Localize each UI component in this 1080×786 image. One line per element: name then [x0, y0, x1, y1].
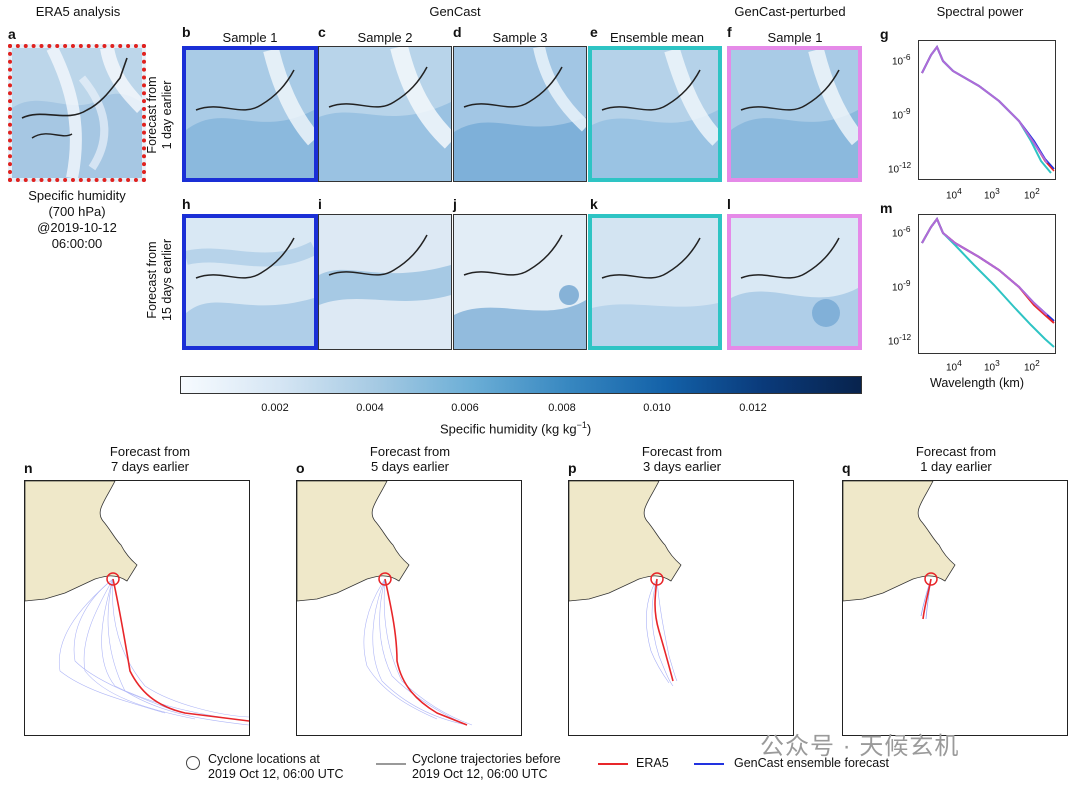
map-f: [727, 46, 862, 182]
panel-label-f: f: [727, 24, 732, 40]
era5-caption-line2: (700 hPa): [48, 204, 106, 219]
era5-map: [8, 44, 146, 182]
cyclone-title-p: Forecast from 3 days earlier: [641, 444, 723, 474]
legend-gencast: GenCast ensemble forecast: [734, 756, 889, 770]
panel-label-j: j: [453, 196, 457, 212]
map-h: [182, 214, 318, 350]
panel-label-l: l: [727, 196, 731, 212]
legend-era5: ERA5: [636, 756, 669, 770]
panel-label-i: i: [318, 196, 322, 212]
panel-label-n: n: [24, 460, 33, 476]
spec-m-xtick-1: 104: [946, 358, 962, 374]
spec-g-ytick-2: 10-9: [892, 106, 911, 122]
colorbar-label: Specific humidity (kg kg−1): [440, 420, 592, 437]
era5-track-n: [112, 578, 249, 722]
legend-gencast-line: [694, 763, 724, 765]
legend-trajectory-line: [376, 763, 406, 765]
colorbar-tick-6: 0.012: [739, 402, 767, 414]
cyclone-title-o: Forecast from 5 days earlier: [369, 444, 451, 474]
map-b: [182, 46, 318, 182]
col-title-sample1: Sample 1: [222, 30, 278, 45]
row-label-2: Forecast from 15 days earlier: [145, 215, 175, 345]
watermark: 公众号 · 天候玄机: [760, 733, 960, 760]
header-gencast: GenCast: [429, 4, 481, 19]
col-title-perturbed-sample1: Sample 1: [767, 30, 823, 45]
legend-era5-line: [598, 763, 628, 765]
panel-label-m: m: [880, 200, 893, 216]
header-perturbed: GenCast-perturbed: [734, 4, 846, 19]
spec-m-ytick-1: 10-6: [892, 224, 911, 240]
cyclone-title-n: Forecast from 7 days earlier: [109, 444, 191, 474]
panel-label-g: g: [880, 26, 889, 42]
row-label-1-line2: 1 day earlier: [160, 80, 174, 150]
colorbar-tick-3: 0.006: [451, 402, 479, 414]
colorbar-tick-5: 0.010: [643, 402, 671, 414]
spec-m-ytick-3: 10-12: [888, 332, 912, 348]
row-label-1: Forecast from 1 day earlier: [145, 50, 175, 180]
spectral-plot-m: [918, 214, 1056, 354]
colorbar: [180, 376, 862, 394]
map-l: [727, 214, 862, 350]
legend-locations: Cyclone locations at 2019 Oct 12, 06:00 U…: [208, 752, 344, 781]
spec-g-xtick-1: 104: [946, 186, 962, 202]
map-j: [453, 214, 587, 350]
era5-caption-line1: Specific humidity: [28, 188, 126, 203]
cyclone-map-o: [296, 480, 522, 736]
spec-g-ytick-3: 10-12: [888, 160, 912, 176]
map-d: [453, 46, 587, 182]
row-label-1-line1: Forecast from: [145, 76, 159, 154]
panel-label-a: a: [8, 26, 16, 42]
colorbar-tick-2: 0.004: [356, 402, 384, 414]
map-e: [588, 46, 722, 182]
era5-caption-line3: @2019-10-12: [37, 220, 117, 235]
coastline: [21, 57, 128, 119]
spec-m-ytick-2: 10-9: [892, 278, 911, 294]
spec-m-xtick-2: 103: [984, 358, 1000, 374]
spectral-xlabel: Wavelength (km): [930, 376, 1025, 390]
spec-g-xtick-3: 102: [1024, 186, 1040, 202]
spec-g-xtick-2: 103: [984, 186, 1000, 202]
header-era5: ERA5 analysis: [35, 4, 121, 19]
spec-m-xtick-3: 102: [1024, 358, 1040, 374]
panel-label-e: e: [590, 24, 598, 40]
panel-label-b: b: [182, 24, 191, 40]
spectrum-purple: [921, 45, 1048, 164]
colorbar-tick-4: 0.008: [548, 402, 576, 414]
cyclone-map-n: [24, 480, 250, 736]
panel-label-h: h: [182, 196, 191, 212]
row-label-2-line1: Forecast from: [145, 241, 159, 319]
spectral-plot-g: [918, 40, 1056, 180]
era5-caption: Specific humidity (700 hPa) @2019-10-12 …: [8, 188, 146, 252]
row-label-2-line2: 15 days earlier: [160, 239, 174, 321]
map-c: [318, 46, 452, 182]
col-title-sample2: Sample 2: [357, 30, 413, 45]
panel-label-d: d: [453, 24, 462, 40]
panel-label-k: k: [590, 196, 598, 212]
panel-label-p: p: [568, 460, 577, 476]
panel-label-o: o: [296, 460, 305, 476]
col-title-sample3: Sample 3: [492, 30, 548, 45]
map-k: [588, 214, 722, 350]
header-spectral: Spectral power: [936, 4, 1024, 19]
spec-g-ytick-1: 10-6: [892, 52, 911, 68]
legend-trajectories: Cyclone trajectories before 2019 Oct 12, …: [412, 752, 561, 781]
legend-circle-marker: [186, 756, 200, 770]
panel-label-q: q: [842, 460, 851, 476]
col-title-ensemble-mean: Ensemble mean: [610, 30, 704, 45]
colorbar-tick-1: 0.002: [261, 402, 289, 414]
cyclone-map-p: [568, 480, 794, 736]
cyclone-map-q: [842, 480, 1068, 736]
panel-label-c: c: [318, 24, 326, 40]
map-i: [318, 214, 452, 350]
cyclone-title-q: Forecast from 1 day earlier: [915, 444, 997, 474]
era5-caption-line4: 06:00:00: [51, 236, 103, 251]
